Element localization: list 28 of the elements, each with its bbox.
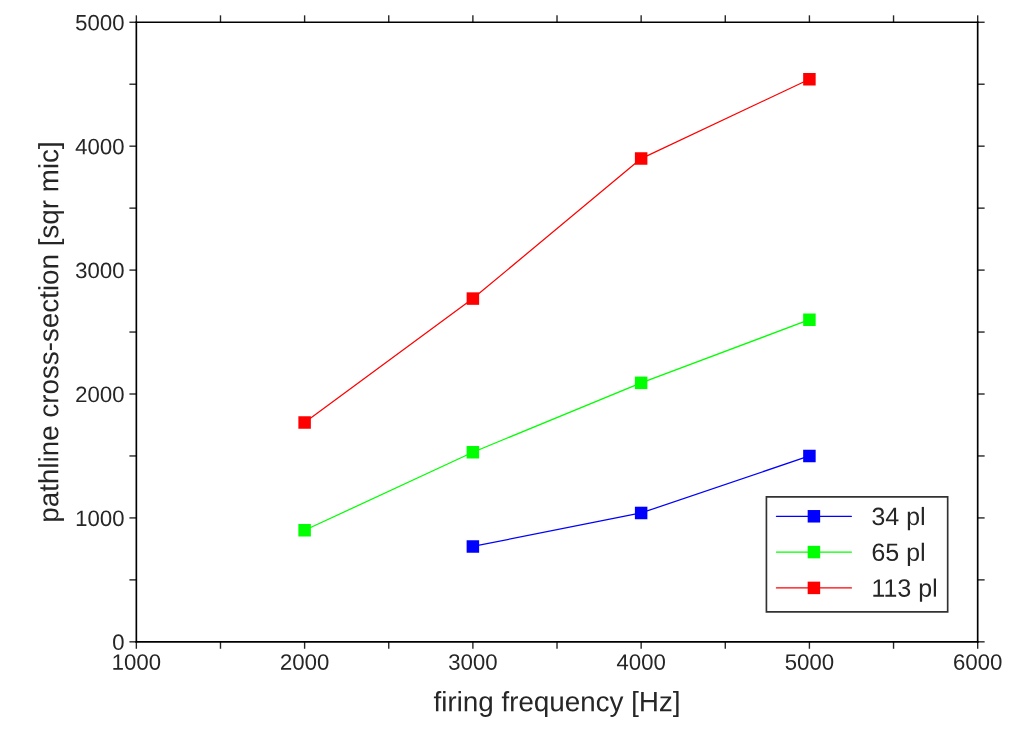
point: [803, 73, 816, 86]
x-tick-label: 3000: [449, 654, 497, 670]
y-axis-title: pathline cross-section [sqr mic]: [38, 143, 64, 521]
point: [466, 292, 480, 305]
legend-label: 34 pl: [872, 506, 924, 531]
point: [298, 524, 311, 537]
point: [634, 376, 648, 390]
point: [634, 506, 648, 520]
x-tick-label: 5000: [785, 654, 834, 670]
x-tick-label: 1000: [113, 654, 161, 670]
x-tick-label: 4000: [616, 654, 665, 670]
y-tick-label: 1000: [76, 510, 124, 527]
point: [466, 540, 480, 553]
point: [634, 152, 648, 165]
y-tick-label: 2000: [76, 386, 124, 403]
legend-label: 65 pl: [872, 542, 924, 567]
y-tick-label: 5000: [76, 14, 124, 31]
point: [803, 313, 816, 326]
y-tick-label: 3000: [75, 262, 124, 279]
y-tick-label: 4000: [75, 138, 124, 155]
y-tick-label: 0: [113, 634, 124, 651]
x-tick-label: 2000: [281, 654, 329, 670]
x-tick-label: 6000: [954, 654, 1002, 670]
point: [466, 445, 480, 459]
point: [803, 449, 816, 463]
legend-label: 113 pl: [873, 578, 937, 602]
point: [298, 416, 311, 429]
x-axis-title: firing frequency [Hz]: [433, 691, 679, 717]
